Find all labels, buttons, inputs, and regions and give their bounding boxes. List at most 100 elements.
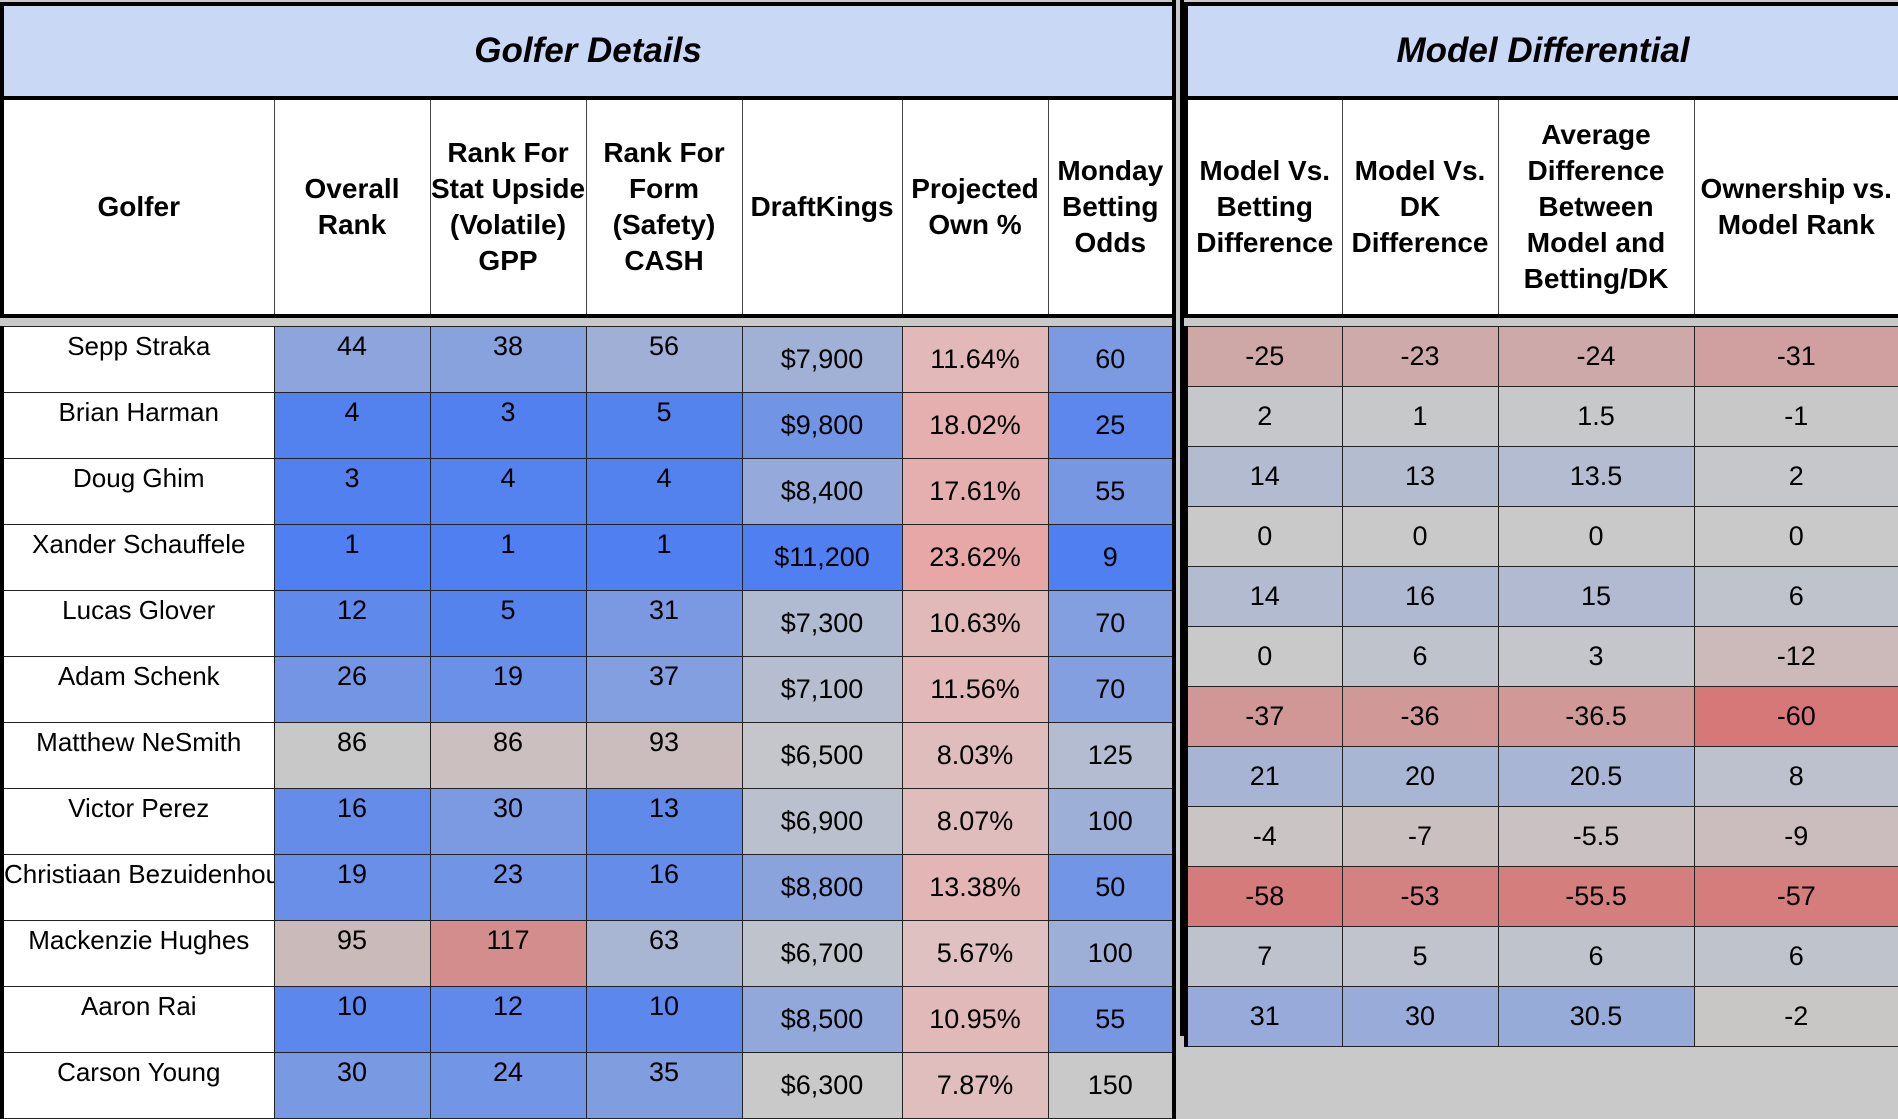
mb-cell[interactable]: -37 — [1184, 686, 1343, 747]
golfer-name-cell[interactable]: Christiaan Bezuidenhout — [0, 854, 275, 921]
mb-cell[interactable]: -4 — [1184, 806, 1343, 867]
own-cell[interactable]: 17.61% — [901, 458, 1049, 525]
own-cell[interactable]: 11.64% — [901, 326, 1049, 393]
mdk-cell[interactable]: 6 — [1341, 626, 1499, 687]
own-cell[interactable]: 7.87% — [901, 1052, 1049, 1119]
cash-cell[interactable]: 5 — [585, 392, 743, 459]
ovm-cell[interactable]: -1 — [1693, 386, 1898, 447]
overall-cell[interactable]: 3 — [273, 458, 431, 525]
avg-cell[interactable]: 15 — [1497, 566, 1695, 627]
mdk-cell[interactable]: -7 — [1341, 806, 1499, 867]
cash-cell[interactable]: 93 — [585, 722, 743, 789]
gpp-cell[interactable]: 5 — [429, 590, 587, 657]
mb-cell[interactable]: 21 — [1184, 746, 1343, 807]
own-cell[interactable]: 11.56% — [901, 656, 1049, 723]
gpp-cell[interactable]: 4 — [429, 458, 587, 525]
mb-cell[interactable]: 0 — [1184, 506, 1343, 567]
dk-cell[interactable]: $6,300 — [741, 1052, 903, 1119]
golfer-name-cell[interactable]: Mackenzie Hughes — [0, 920, 275, 987]
overall-cell[interactable]: 12 — [273, 590, 431, 657]
gpp-cell[interactable]: 86 — [429, 722, 587, 789]
overall-cell[interactable]: 16 — [273, 788, 431, 855]
mdk-cell[interactable]: 1 — [1341, 386, 1499, 447]
mdk-cell[interactable]: 5 — [1341, 926, 1499, 987]
dk-cell[interactable]: $7,900 — [741, 326, 903, 393]
golfer-name-cell[interactable]: Matthew NeSmith — [0, 722, 275, 789]
overall-cell[interactable]: 86 — [273, 722, 431, 789]
mb-cell[interactable]: -58 — [1184, 866, 1343, 927]
ovm-cell[interactable]: -57 — [1693, 866, 1898, 927]
overall-cell[interactable]: 95 — [273, 920, 431, 987]
avg-cell[interactable]: 3 — [1497, 626, 1695, 687]
cash-cell[interactable]: 37 — [585, 656, 743, 723]
cash-cell[interactable]: 10 — [585, 986, 743, 1053]
mdk-cell[interactable]: -23 — [1341, 326, 1499, 387]
avg-cell[interactable]: 20.5 — [1497, 746, 1695, 807]
odds-cell[interactable]: 70 — [1047, 656, 1177, 723]
mb-cell[interactable]: 7 — [1184, 926, 1343, 987]
odds-cell[interactable]: 100 — [1047, 788, 1177, 855]
gpp-cell[interactable]: 117 — [429, 920, 587, 987]
cash-cell[interactable]: 35 — [585, 1052, 743, 1119]
avg-cell[interactable]: 13.5 — [1497, 446, 1695, 507]
avg-cell[interactable]: 6 — [1497, 926, 1695, 987]
golfer-name-cell[interactable]: Adam Schenk — [0, 656, 275, 723]
odds-cell[interactable]: 150 — [1047, 1052, 1177, 1119]
avg-cell[interactable]: -24 — [1497, 326, 1695, 387]
mdk-cell[interactable]: -36 — [1341, 686, 1499, 747]
mdk-cell[interactable]: -53 — [1341, 866, 1499, 927]
cash-cell[interactable]: 16 — [585, 854, 743, 921]
overall-cell[interactable]: 44 — [273, 326, 431, 393]
mdk-cell[interactable]: 13 — [1341, 446, 1499, 507]
own-cell[interactable]: 23.62% — [901, 524, 1049, 591]
golfer-name-cell[interactable]: Xander Schauffele — [0, 524, 275, 591]
ovm-cell[interactable]: 8 — [1693, 746, 1898, 807]
dk-cell[interactable]: $6,900 — [741, 788, 903, 855]
odds-cell[interactable]: 9 — [1047, 524, 1177, 591]
golfer-name-cell[interactable]: Sepp Straka — [0, 326, 275, 393]
mdk-cell[interactable]: 0 — [1341, 506, 1499, 567]
overall-cell[interactable]: 30 — [273, 1052, 431, 1119]
odds-cell[interactable]: 70 — [1047, 590, 1177, 657]
dk-cell[interactable]: $8,800 — [741, 854, 903, 921]
mb-cell[interactable]: 14 — [1184, 446, 1343, 507]
odds-cell[interactable]: 55 — [1047, 986, 1177, 1053]
cash-cell[interactable]: 13 — [585, 788, 743, 855]
gpp-cell[interactable]: 23 — [429, 854, 587, 921]
golfer-name-cell[interactable]: Aaron Rai — [0, 986, 275, 1053]
cash-cell[interactable]: 31 — [585, 590, 743, 657]
dk-cell[interactable]: $8,400 — [741, 458, 903, 525]
own-cell[interactable]: 5.67% — [901, 920, 1049, 987]
ovm-cell[interactable]: -12 — [1693, 626, 1898, 687]
overall-cell[interactable]: 19 — [273, 854, 431, 921]
golfer-name-cell[interactable]: Brian Harman — [0, 392, 275, 459]
avg-cell[interactable]: 0 — [1497, 506, 1695, 567]
cash-cell[interactable]: 56 — [585, 326, 743, 393]
odds-cell[interactable]: 50 — [1047, 854, 1177, 921]
overall-cell[interactable]: 10 — [273, 986, 431, 1053]
gpp-cell[interactable]: 38 — [429, 326, 587, 393]
dk-cell[interactable]: $6,500 — [741, 722, 903, 789]
mdk-cell[interactable]: 20 — [1341, 746, 1499, 807]
dk-cell[interactable]: $11,200 — [741, 524, 903, 591]
gpp-cell[interactable]: 1 — [429, 524, 587, 591]
mb-cell[interactable]: 31 — [1184, 986, 1343, 1047]
dk-cell[interactable]: $8,500 — [741, 986, 903, 1053]
gpp-cell[interactable]: 30 — [429, 788, 587, 855]
ovm-cell[interactable]: 6 — [1693, 566, 1898, 627]
overall-cell[interactable]: 4 — [273, 392, 431, 459]
odds-cell[interactable]: 100 — [1047, 920, 1177, 987]
dk-cell[interactable]: $7,100 — [741, 656, 903, 723]
own-cell[interactable]: 10.95% — [901, 986, 1049, 1053]
ovm-cell[interactable]: -31 — [1693, 326, 1898, 387]
mb-cell[interactable]: 2 — [1184, 386, 1343, 447]
avg-cell[interactable]: 1.5 — [1497, 386, 1695, 447]
odds-cell[interactable]: 125 — [1047, 722, 1177, 789]
gpp-cell[interactable]: 3 — [429, 392, 587, 459]
ovm-cell[interactable]: -60 — [1693, 686, 1898, 747]
mb-cell[interactable]: 14 — [1184, 566, 1343, 627]
golfer-name-cell[interactable]: Victor Perez — [0, 788, 275, 855]
mdk-cell[interactable]: 16 — [1341, 566, 1499, 627]
ovm-cell[interactable]: -2 — [1693, 986, 1898, 1047]
overall-cell[interactable]: 1 — [273, 524, 431, 591]
